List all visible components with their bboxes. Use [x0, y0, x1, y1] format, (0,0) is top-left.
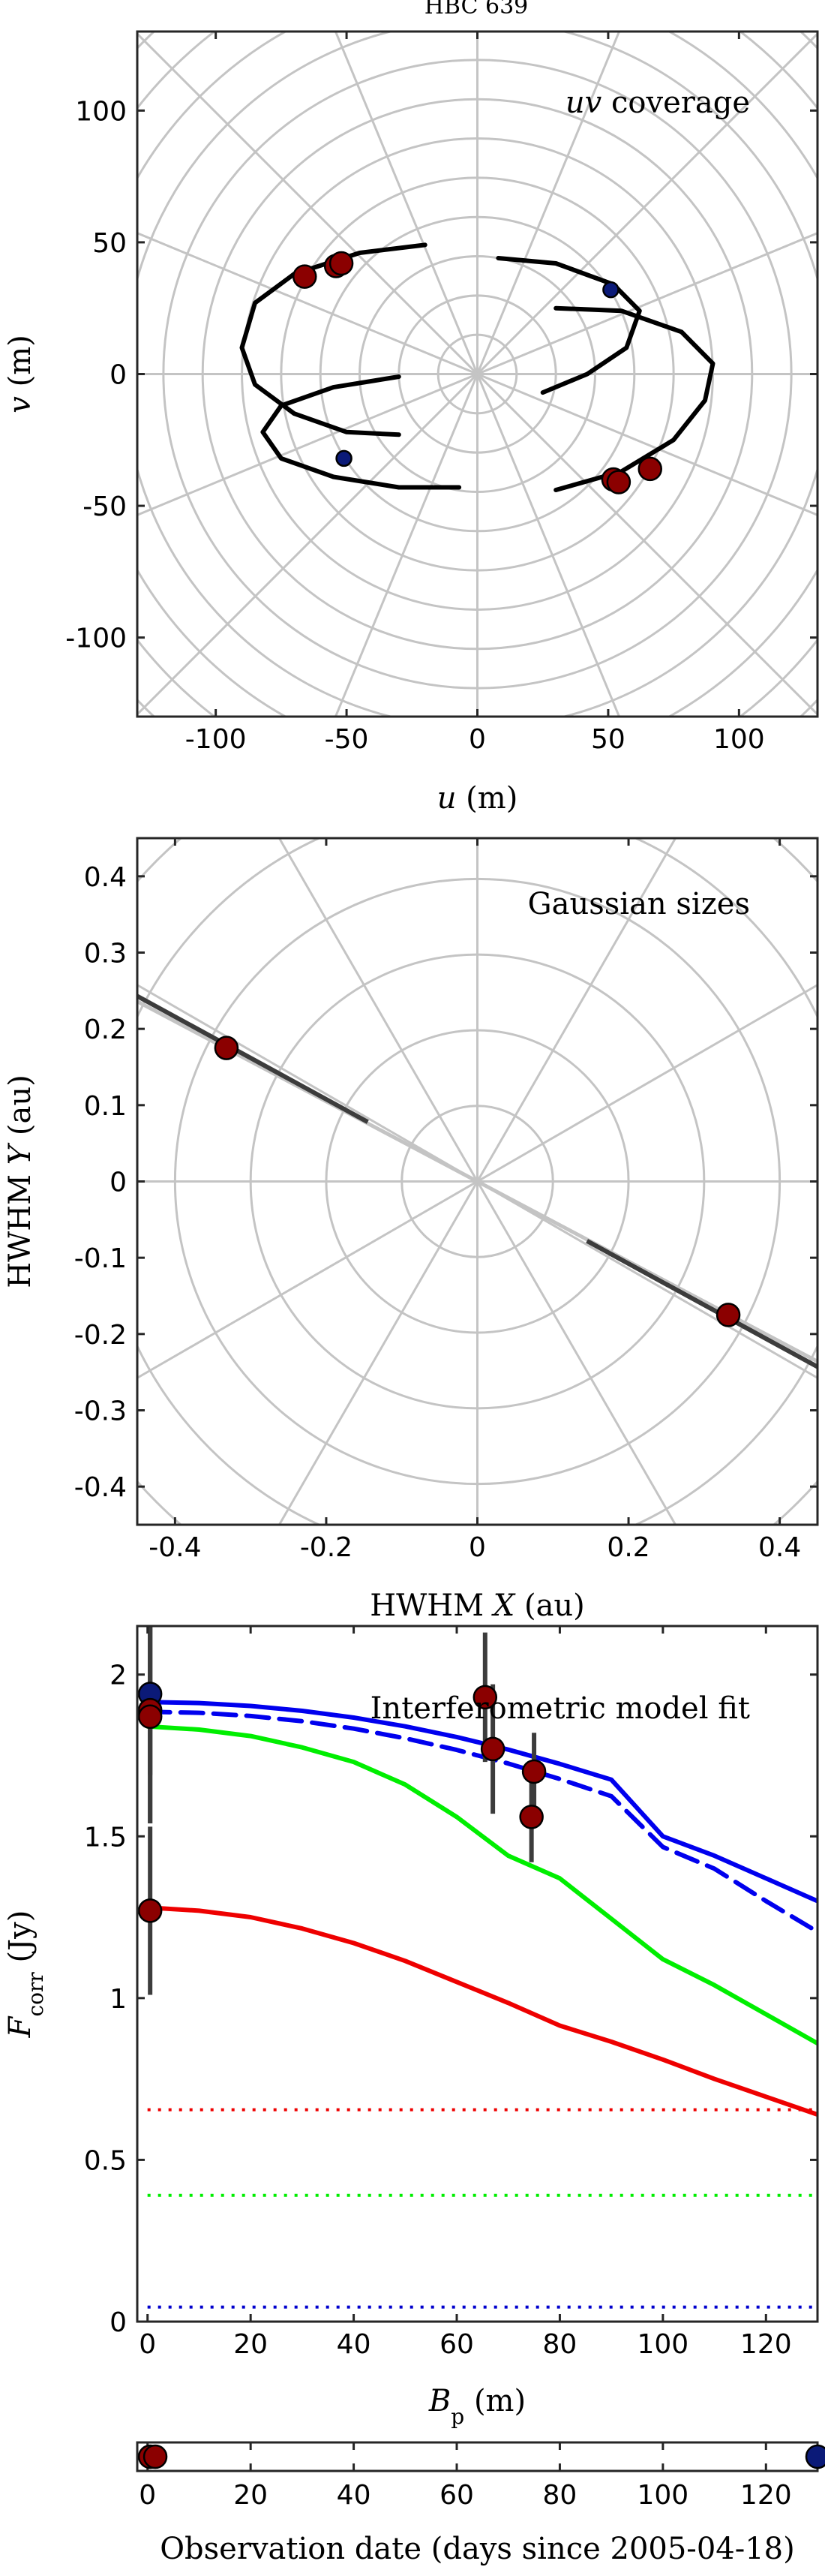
y-tick-label: 0: [110, 2307, 127, 2338]
y-tick-label: 0.3: [84, 939, 127, 969]
y-tick-label: 0.4: [84, 862, 127, 893]
dates-x-axis-label: Observation date (days since 2005-04-18): [160, 2532, 795, 2566]
y-tick-label: 0: [110, 1168, 127, 1198]
fit-x-axis-label: Bp (m): [428, 2384, 526, 2429]
model-curve-dashed: [145, 1709, 818, 1934]
uv-point-red: [638, 456, 662, 482]
plot-area: [137, 1626, 818, 2309]
x-tick-label: 40: [337, 2480, 371, 2511]
uv-point-red: [606, 470, 632, 494]
data-point-red: [472, 1685, 498, 1710]
x-tick-label: 0: [139, 2329, 156, 2360]
x-tick-label: 120: [740, 2480, 792, 2511]
y-tick-label: 0.1: [84, 1091, 127, 1122]
y-tick-label: 100: [75, 96, 127, 127]
data-point-red: [519, 1805, 544, 1829]
y-tick-label: 1.5: [84, 1822, 127, 1853]
gauss-point: [214, 1036, 239, 1060]
axes-frame: [136, 1625, 819, 2323]
x-tick-label: 60: [440, 2329, 474, 2360]
polar-grid: [137, 32, 818, 717]
uv-coverage-panel: -100 -50 0 50 100 -100 -50 0 50 100 uv coverage u (…: [3, 30, 819, 816]
uv-point-red: [292, 264, 317, 289]
gauss-x-axis-label: HWHM X (au): [370, 1589, 585, 1623]
y-tick-label: 1: [110, 1984, 127, 2015]
y-tick-label: -0.2: [74, 1320, 127, 1351]
uv-x-axis-label: u (m): [437, 781, 518, 816]
gauss-annotation: Gaussian sizes: [528, 887, 750, 921]
x-tick-label: 0: [139, 2480, 156, 2511]
uv-track: [496, 256, 642, 395]
x-tick-label: 100: [713, 724, 765, 755]
y-tick-label: 0: [110, 360, 127, 391]
uv-annotation: uv coverage: [566, 86, 750, 120]
x-tick-label: -0.4: [148, 1532, 201, 1563]
size-segment: [137, 993, 369, 1124]
x-tick-label: 60: [440, 2480, 474, 2511]
uv-y-axis-label: v (m): [3, 335, 38, 413]
grid-spoke: [137, 232, 818, 516]
x-tick-label: 20: [233, 2329, 268, 2360]
x-tick-label: 100: [638, 2480, 689, 2511]
observation-dates-panel: 0 20 40 60 80 100 120 Observation date (days si…: [136, 2441, 825, 2566]
y-tick-label: 0.2: [84, 1014, 127, 1045]
y-tick-label: 0.5: [84, 2145, 127, 2176]
data-point-red: [137, 1898, 163, 1923]
axes-frame: [136, 2441, 819, 2472]
uv-point-blue: [335, 449, 352, 467]
x-tick-label: 0.4: [758, 1532, 801, 1563]
y-tick-label: -100: [65, 624, 127, 654]
grid-spoke: [137, 232, 818, 516]
x-tick-label: 0: [469, 1532, 486, 1563]
x-tick-label: -50: [325, 724, 369, 755]
y-tick-label: 50: [92, 228, 127, 259]
y-tick-label: -0.4: [74, 1472, 127, 1503]
x-tick-label: 0: [469, 724, 486, 755]
date-point-blue: [805, 2444, 825, 2469]
data-point-red: [521, 1759, 547, 1784]
data-point-red: [480, 1736, 506, 1762]
uv-point-blue: [602, 281, 620, 299]
x-tick-label: 20: [233, 2480, 268, 2511]
figure-title: HBC 639: [424, 0, 529, 20]
gauss-point: [716, 1303, 741, 1327]
fit-y-axis-label: Fcorr (Jy): [3, 1910, 48, 2039]
x-tick-label: 80: [543, 2480, 578, 2511]
x-tick-label: 80: [543, 2329, 578, 2360]
model-curve-solid: [145, 1905, 818, 2118]
x-tick-label: 40: [337, 2329, 371, 2360]
x-tick-label: 100: [638, 2329, 689, 2360]
size-segment: [586, 1239, 818, 1369]
y-tick-label: -0.3: [74, 1396, 127, 1427]
gauss-y-axis-label: HWHM Y (au): [3, 1075, 38, 1288]
model-fit-panel: 0 20 40 60 80 100 120 0 0.5 1 1.5 2 Interferometric …: [3, 1625, 819, 2429]
x-tick-label: 120: [740, 2329, 792, 2360]
guide-line: [137, 999, 818, 1363]
x-tick-label: -0.2: [300, 1532, 352, 1563]
uv-point-red: [328, 251, 354, 276]
uv-track: [260, 374, 462, 490]
fit-annotation: Interferometric model fit: [370, 1691, 750, 1726]
x-tick-label: -100: [185, 724, 247, 755]
y-tick-label: 2: [110, 1661, 127, 1691]
uv-track: [554, 305, 716, 492]
model-curve-solid: [145, 1724, 818, 2046]
x-tick-label: 0.2: [607, 1532, 650, 1563]
date-point-red: [142, 2444, 168, 2469]
data-point-red: [137, 1704, 163, 1729]
y-tick-label: -0.1: [74, 1243, 127, 1274]
x-tick-label: 50: [591, 724, 626, 755]
y-tick-label: -50: [82, 491, 127, 522]
